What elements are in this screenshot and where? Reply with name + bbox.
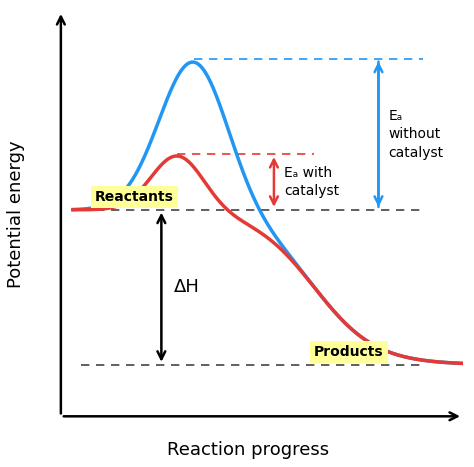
Text: Reaction progress: Reaction progress [167,441,329,459]
Text: Reactants: Reactants [95,190,174,204]
Text: Potential energy: Potential energy [7,140,25,288]
Text: Products: Products [314,345,384,359]
Text: Eₐ with
catalyst: Eₐ with catalyst [284,166,339,198]
Text: ΔH: ΔH [173,278,199,296]
Text: Eₐ
without
catalyst: Eₐ without catalyst [389,109,444,160]
